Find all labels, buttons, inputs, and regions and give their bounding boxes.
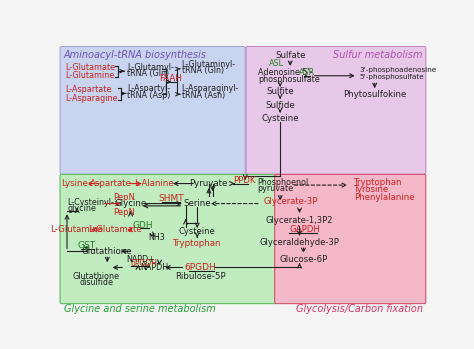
Text: ASL: ASL — [268, 59, 283, 68]
Text: L-Aspartyl-: L-Aspartyl- — [128, 84, 171, 93]
Text: Sulfite: Sulfite — [266, 88, 294, 96]
Text: L-Glutamyl-: L-Glutamyl- — [128, 63, 174, 72]
Text: PepN: PepN — [113, 208, 136, 217]
Text: Pyruvate: Pyruvate — [189, 179, 227, 188]
Text: Sulfate: Sulfate — [275, 51, 305, 60]
Text: L-Asparaginyl-: L-Asparaginyl- — [182, 84, 239, 93]
Text: GST: GST — [77, 242, 95, 251]
Text: Glycine: Glycine — [114, 199, 146, 208]
Text: L-Glutamate: L-Glutamate — [88, 225, 142, 234]
Text: Glutathione: Glutathione — [73, 272, 120, 281]
Text: Phenylalanine: Phenylalanine — [354, 193, 414, 202]
FancyBboxPatch shape — [275, 174, 426, 304]
Text: Lysine: Lysine — [61, 179, 88, 188]
Text: tRNA (Asn): tRNA (Asn) — [182, 90, 225, 99]
Text: Glucose-6P: Glucose-6P — [279, 255, 328, 264]
Text: L-Asparagine: L-Asparagine — [65, 94, 118, 103]
Text: 6PGDH: 6PGDH — [184, 263, 216, 272]
Text: Aminoacyl-tRNA biosynthesis: Aminoacyl-tRNA biosynthesis — [64, 50, 207, 60]
Text: Phosphoenol: Phosphoenol — [258, 178, 309, 186]
Text: Glyceraldehyde-3P: Glyceraldehyde-3P — [260, 238, 339, 247]
Text: PPDK: PPDK — [233, 176, 255, 185]
Text: ASR: ASR — [299, 68, 315, 77]
Text: Tryptophan: Tryptophan — [173, 239, 221, 248]
Text: Sulfur metabolism: Sulfur metabolism — [333, 50, 423, 60]
Text: GAPDH: GAPDH — [290, 225, 320, 234]
Text: phosphosulfate: phosphosulfate — [258, 75, 320, 84]
Text: Phytosulfokine: Phytosulfokine — [343, 90, 406, 99]
Text: NAPDH: NAPDH — [141, 263, 169, 272]
Text: glycine: glycine — [67, 205, 96, 214]
Text: 6PGDH: 6PGDH — [130, 259, 157, 268]
Text: Tyrosine: Tyrosine — [354, 185, 389, 194]
Text: L-Aspartate: L-Aspartate — [65, 85, 112, 94]
Text: Glycerate-1,3P2: Glycerate-1,3P2 — [266, 216, 333, 225]
Text: tRNA (Asp): tRNA (Asp) — [128, 90, 171, 99]
Text: L-Glutamate: L-Glutamate — [65, 63, 116, 72]
Text: L-Cysteinyl-: L-Cysteinyl- — [67, 198, 114, 207]
Text: tRNA (Gln): tRNA (Gln) — [182, 66, 224, 75]
Text: Glycerate-3P: Glycerate-3P — [263, 197, 318, 206]
Text: Serine: Serine — [183, 199, 211, 208]
Text: pyruvate: pyruvate — [258, 185, 294, 193]
Text: L-Glutamine: L-Glutamine — [65, 71, 115, 80]
Text: tRNA (Gln): tRNA (Gln) — [128, 69, 170, 78]
Text: 5'-phosphosulfate: 5'-phosphosulfate — [359, 74, 424, 80]
Text: L-Glutamine: L-Glutamine — [50, 225, 103, 234]
Text: disulfide: disulfide — [80, 279, 113, 287]
Text: Glutathione: Glutathione — [82, 247, 133, 256]
Text: Tryptophan: Tryptophan — [354, 178, 402, 186]
Text: Adenosine 5'-: Adenosine 5'- — [258, 68, 313, 77]
Text: Aspartate: Aspartate — [90, 179, 132, 188]
Text: Glycine and serine metabolism: Glycine and serine metabolism — [64, 304, 216, 314]
Text: Cysteine: Cysteine — [179, 227, 216, 236]
FancyBboxPatch shape — [60, 46, 245, 174]
Text: Ribulose-5P: Ribulose-5P — [175, 272, 226, 281]
Text: Cysteine: Cysteine — [261, 114, 299, 124]
Text: FAAH: FAAH — [159, 74, 182, 83]
Text: SHMT: SHMT — [158, 194, 183, 203]
Text: PepN: PepN — [113, 193, 136, 202]
Text: GDH: GDH — [133, 221, 153, 230]
Text: NAPD+: NAPD+ — [126, 255, 155, 264]
Text: L-Glutaminyl-: L-Glutaminyl- — [182, 60, 236, 69]
Text: L-Alanine: L-Alanine — [134, 179, 173, 188]
FancyBboxPatch shape — [60, 174, 276, 304]
Text: Sulfide: Sulfide — [265, 101, 295, 110]
Text: Glycolysis/Carbon fixation: Glycolysis/Carbon fixation — [296, 304, 423, 314]
Text: NH3: NH3 — [148, 233, 165, 242]
FancyBboxPatch shape — [246, 46, 426, 174]
Text: 3'-phosphoadenosine: 3'-phosphoadenosine — [359, 67, 437, 73]
